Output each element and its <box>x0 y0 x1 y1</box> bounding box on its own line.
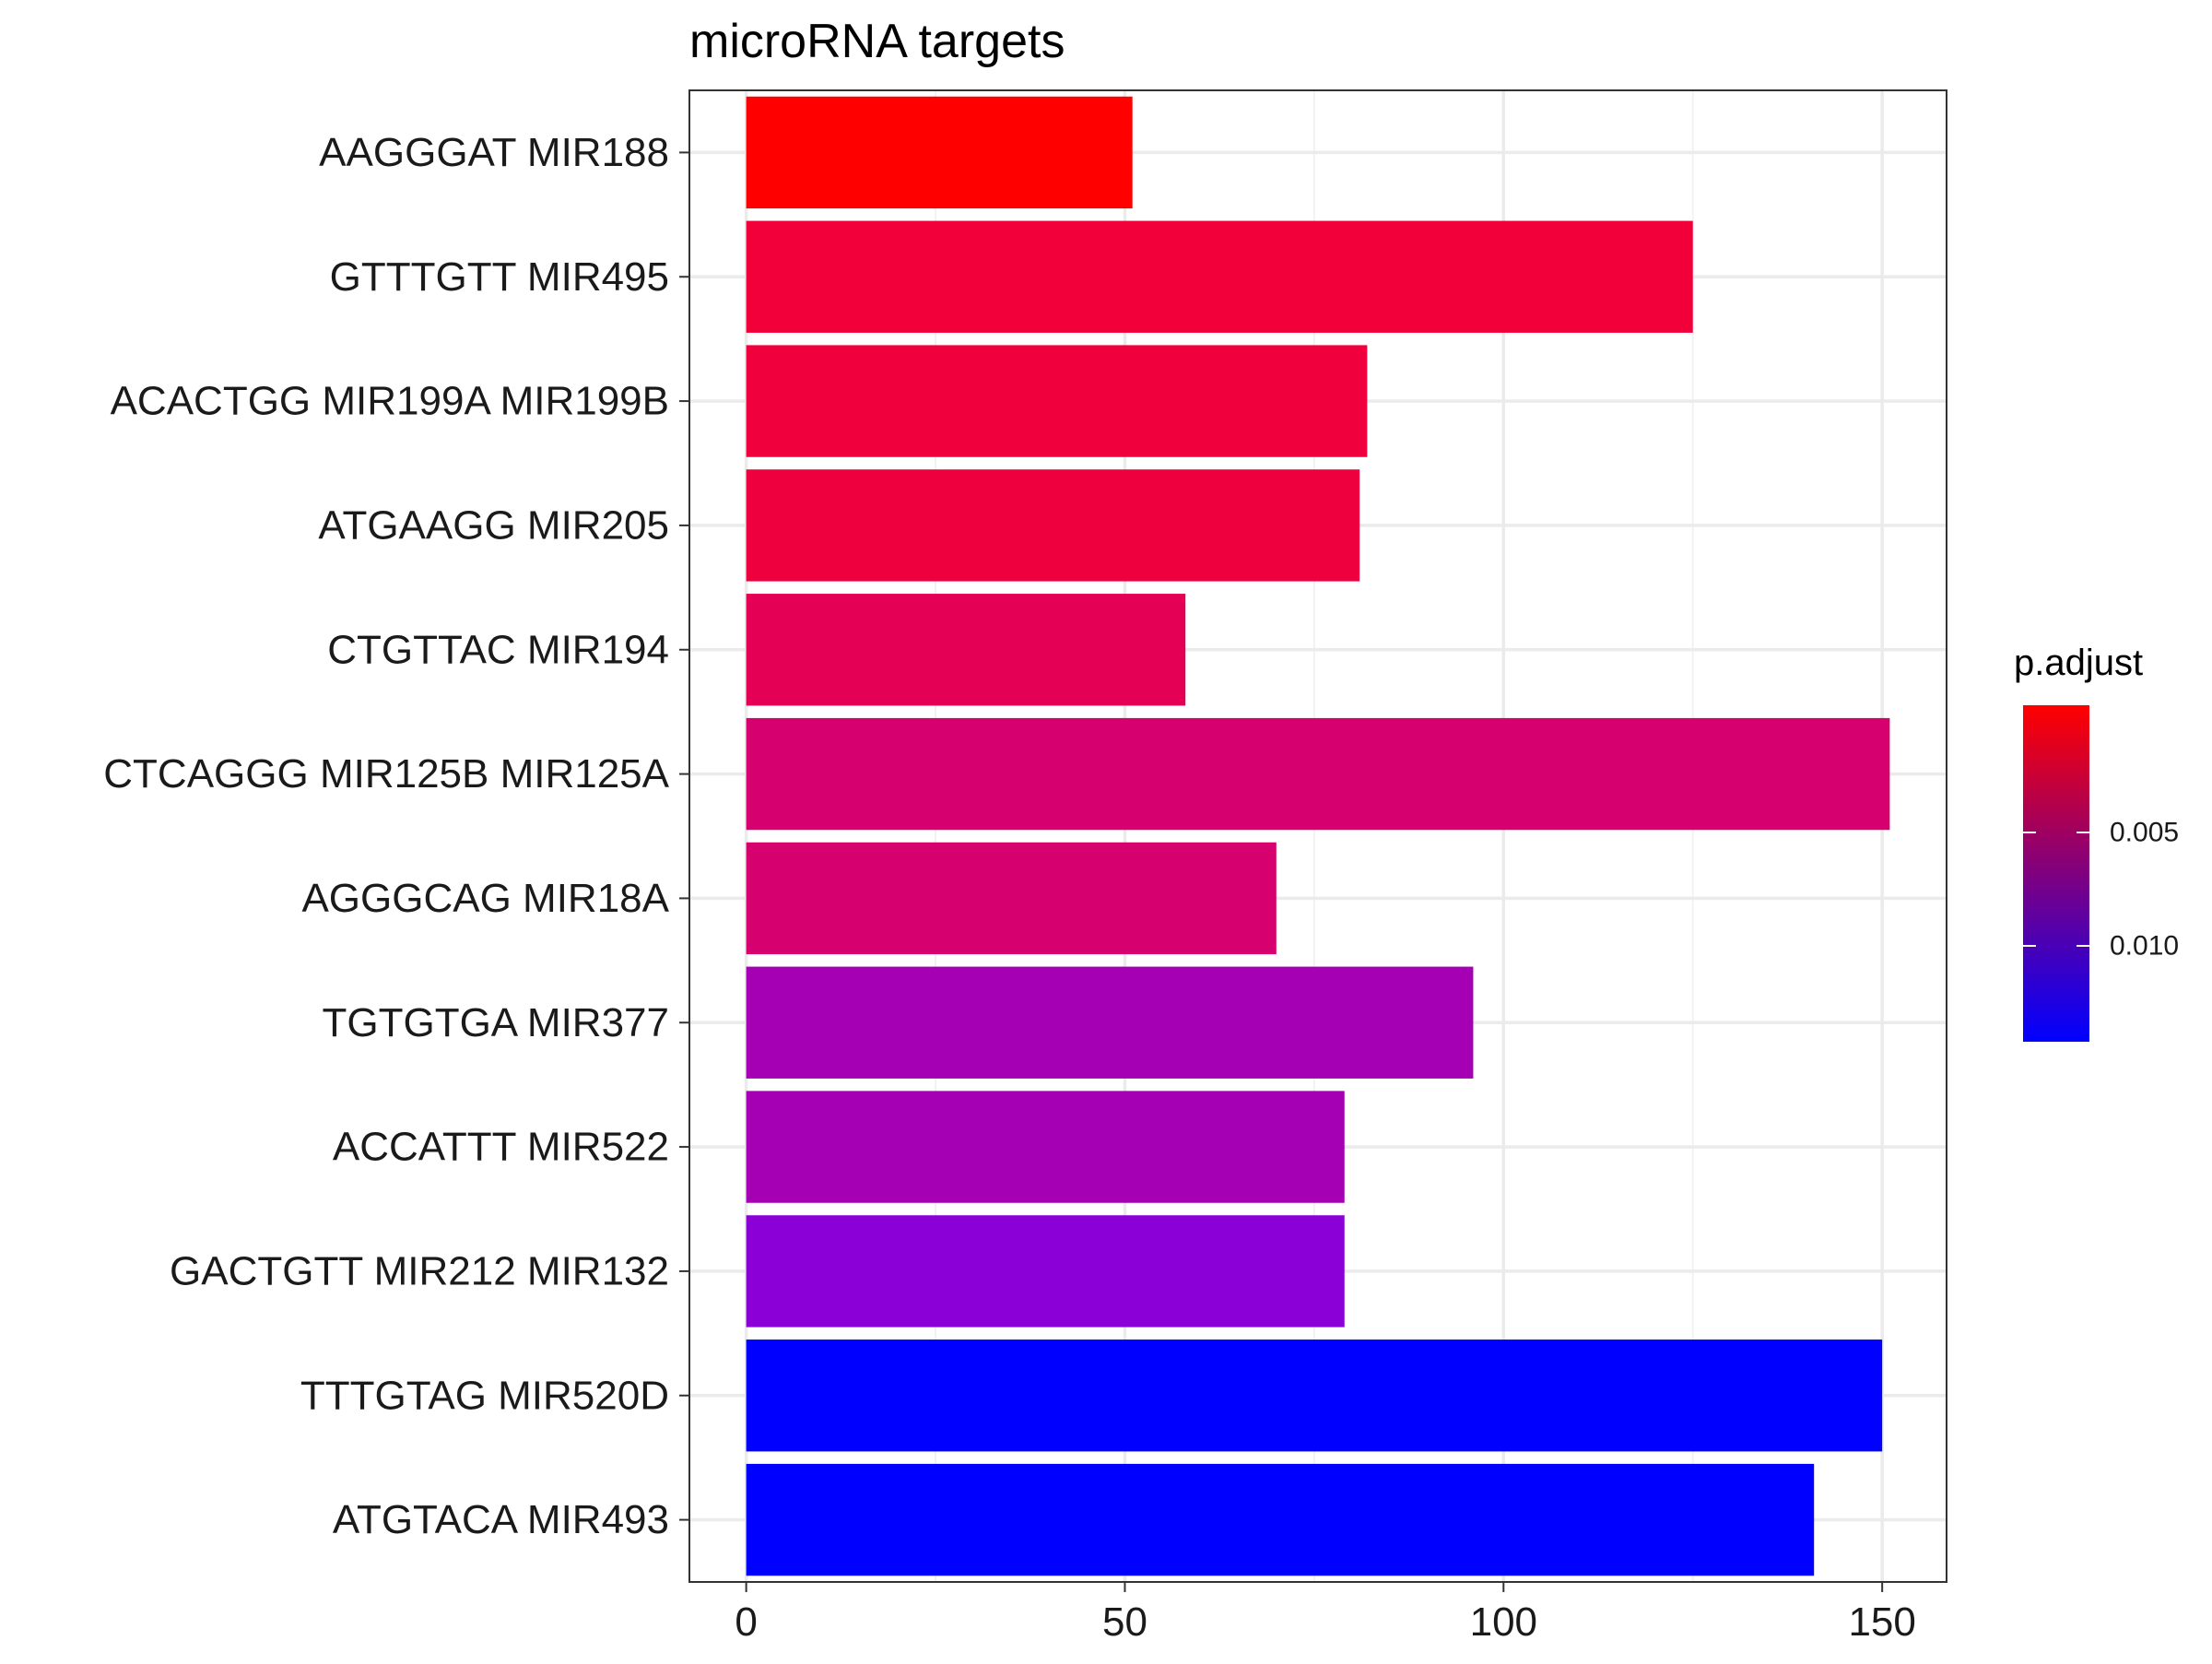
panel-border <box>688 89 1947 1583</box>
y-tick-label: CTGTTAC MIR194 <box>327 627 669 672</box>
panel-background <box>689 90 1947 1582</box>
y-tick-label: TTTGTAG MIR520D <box>300 1373 669 1418</box>
colorbar-tick-label: 0.005 <box>2110 818 2179 848</box>
bar <box>746 717 1890 831</box>
y-tick-label: TGTGTGA MIR377 <box>322 1000 669 1045</box>
y-tick-label: ATGAAGG MIR205 <box>318 502 669 548</box>
x-tick-label: 100 <box>1470 1599 1537 1645</box>
y-tick-label: ACACTGG MIR199A MIR199B <box>111 379 669 424</box>
y-tick-label: AAGGGAT MIR188 <box>319 130 669 175</box>
bar <box>746 1091 1345 1203</box>
x-tick-label: 50 <box>1102 1599 1147 1645</box>
x-tick-label: 0 <box>735 1599 757 1645</box>
y-tick-label: GACTGTT MIR212 MIR132 <box>170 1248 669 1293</box>
plot-area: AAGGGAT MIR188 GTTTGTT MIR495 ACACTGG MIR1… <box>103 89 1947 1645</box>
bar <box>746 1463 1815 1576</box>
bar <box>746 96 1133 209</box>
x-tick-label: 150 <box>1848 1599 1915 1645</box>
y-tick-label: ACCATTT MIR522 <box>333 1125 669 1170</box>
bar <box>746 345 1368 457</box>
y-tick-label: GTTTGTT MIR495 <box>330 254 669 300</box>
bar <box>746 966 1474 1079</box>
bar <box>746 1339 1883 1452</box>
y-tick-label: ATGTACA MIR493 <box>333 1497 669 1542</box>
bar <box>746 220 1693 333</box>
colorbar <box>2023 705 2089 1042</box>
y-tick-label: AGGGCAG MIR18A <box>301 876 669 921</box>
legend-title: p.adjust <box>2014 643 2143 683</box>
bar <box>746 594 1186 706</box>
y-tick-label: CTCAGGG MIR125B MIR125A <box>103 751 669 797</box>
bar <box>746 842 1277 955</box>
bar <box>746 1215 1345 1328</box>
colorbar-tick-label: 0.010 <box>2110 931 2179 962</box>
bar <box>746 469 1360 582</box>
chart-title: microRNA targets <box>689 15 1065 68</box>
legend: p.adjust 0.005 0.010 <box>2014 643 2179 1042</box>
